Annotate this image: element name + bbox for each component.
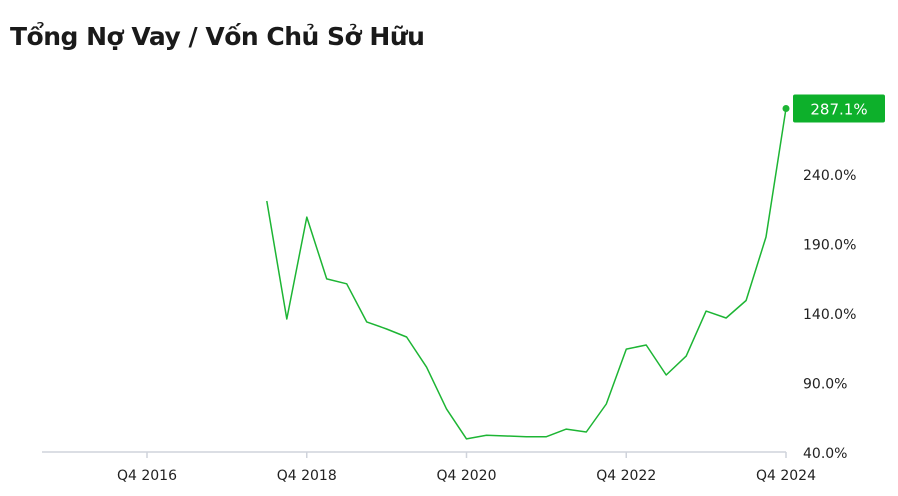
y-tick-label: 140.0% — [803, 307, 856, 323]
last-value-badge — [793, 94, 885, 123]
y-tick-label: 40.0% — [803, 446, 847, 462]
y-tick-label: 190.0% — [803, 238, 856, 254]
y-tick-label: 90.0% — [803, 377, 847, 393]
x-tick-label: Q4 2016 — [117, 468, 177, 484]
x-tick-label: Q4 2024 — [756, 468, 816, 484]
last-point-marker — [782, 105, 790, 113]
last-value-label: 287.1% — [810, 101, 867, 119]
x-tick-label: Q4 2018 — [277, 468, 337, 484]
y-tick-label: 240.0% — [803, 168, 856, 184]
x-tick-label: Q4 2020 — [436, 468, 496, 484]
data-line — [266, 108, 787, 440]
chart-title: Tổng Nợ Vay / Vốn Chủ Sở Hữu — [10, 22, 425, 51]
x-tick-label: Q4 2022 — [596, 468, 656, 484]
